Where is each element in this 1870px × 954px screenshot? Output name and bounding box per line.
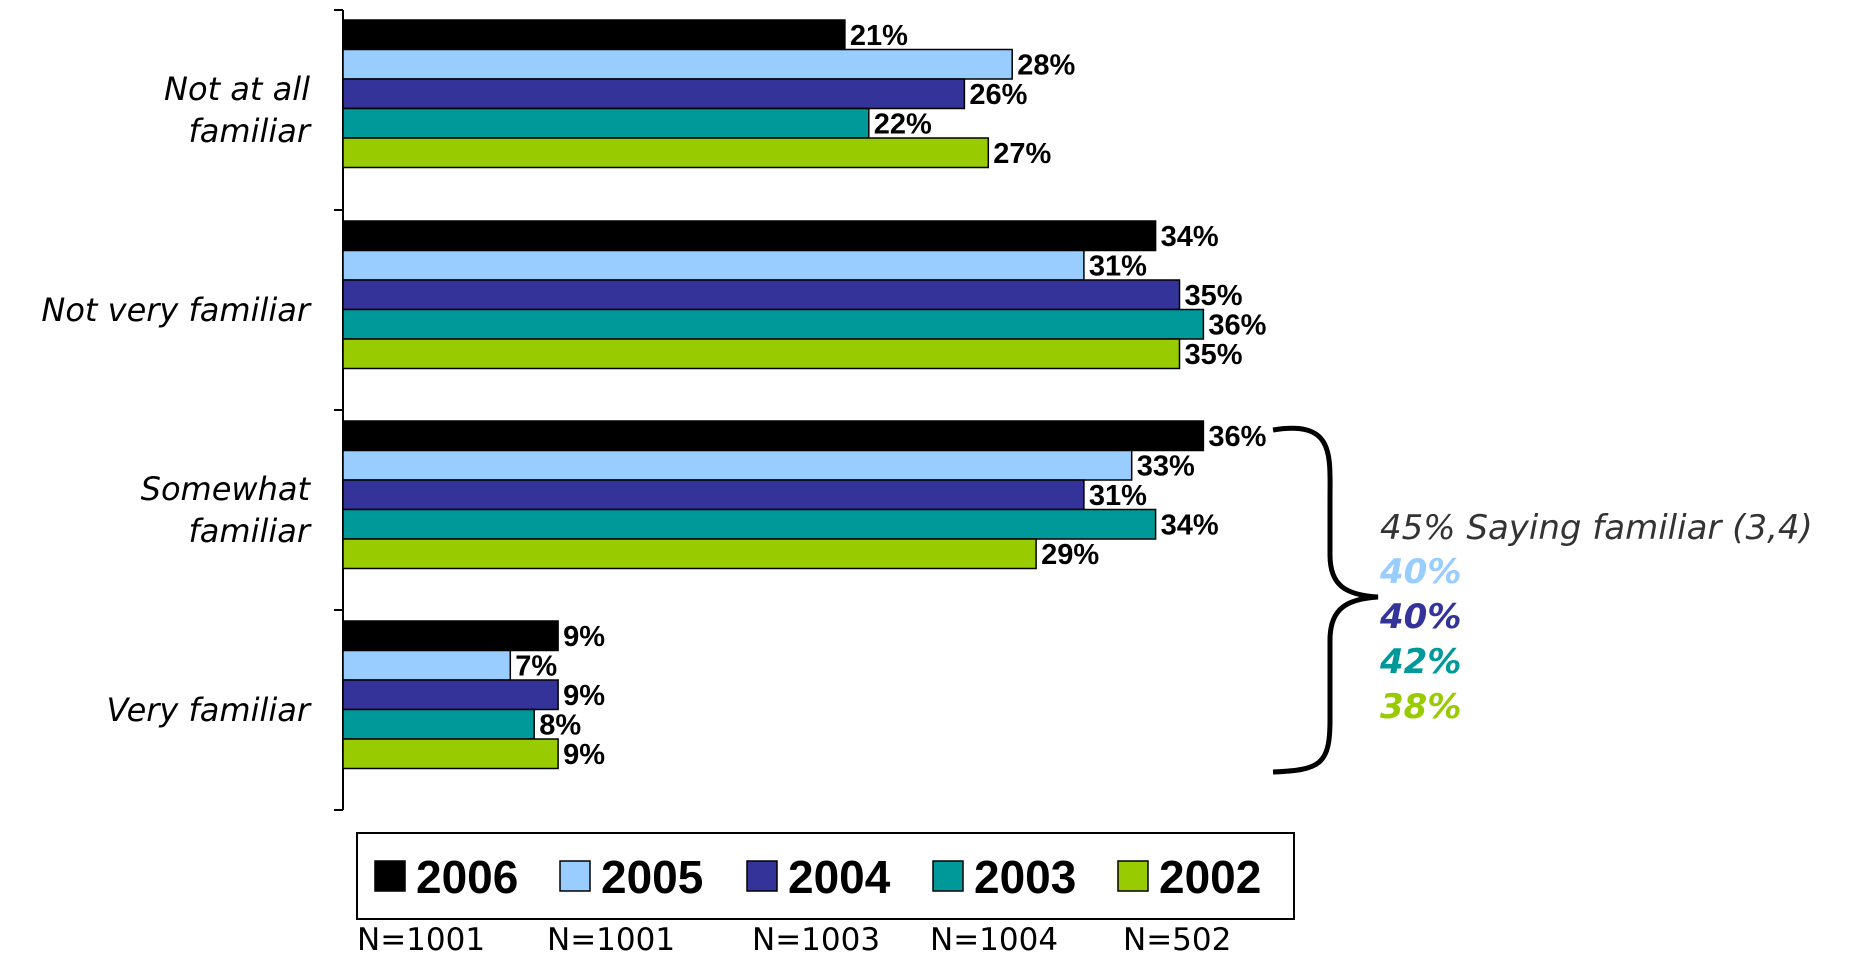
value-label-2002-not-at-all-familiar: 27% <box>993 138 1051 170</box>
bar-2003-very-familiar <box>342 708 535 740</box>
bar-2002-not-very-familiar <box>342 338 1181 370</box>
bar-2005-not-at-all-familiar <box>342 48 1013 80</box>
value-label-2002-very-familiar: 9% <box>563 739 605 771</box>
bracket-note-value: 40% <box>1379 552 1461 592</box>
bar-2006-not-very-familiar <box>342 220 1157 252</box>
category-label-very-familiar: Very familiar <box>107 691 312 729</box>
legend-swatch-2006 <box>374 860 406 892</box>
value-label-2005-not-very-familiar: 31% <box>1089 250 1147 282</box>
value-label-2002-somewhat-familiar: 29% <box>1041 539 1099 571</box>
legend-label-2003: 2003 <box>974 851 1076 903</box>
bars <box>342 19 1205 770</box>
value-label-2006-very-familiar: 9% <box>563 621 605 653</box>
bar-2004-not-very-familiar <box>342 279 1181 311</box>
bar-2004-very-familiar <box>342 679 559 711</box>
value-label-2003-not-very-familiar: 36% <box>1208 309 1266 341</box>
bar-2002-not-at-all-familiar <box>342 137 990 169</box>
legend: 2006 2005 2004 2003 2002 <box>356 832 1295 920</box>
familiar-bracket: 45% Saying familiar (3,4)40%40%42%38% <box>1272 425 1813 775</box>
sample-size-2004: N=1003 <box>752 922 880 954</box>
bar-2005-somewhat-familiar <box>342 449 1133 481</box>
y-axis <box>334 9 344 811</box>
bracket-note-text: 45% Saying familiar (3,4) <box>1380 508 1813 548</box>
value-label-2002-not-very-familiar: 35% <box>1185 339 1243 371</box>
bar-2003-not-at-all-familiar <box>342 107 870 139</box>
bar-2005-not-very-familiar <box>342 249 1085 281</box>
category-label-not-at-all-familiar: Not at all familiar <box>164 70 312 150</box>
bracket-note-value: 42% <box>1379 642 1461 682</box>
bar-2006-somewhat-familiar <box>342 420 1205 452</box>
legend-swatch-2002 <box>1117 860 1149 892</box>
bar-2006-not-at-all-familiar <box>342 19 846 51</box>
value-label-2004-not-very-familiar: 35% <box>1185 280 1243 312</box>
value-label-2003-very-familiar: 8% <box>539 709 581 741</box>
bar-2005-very-familiar <box>342 649 512 681</box>
value-label-2005-not-at-all-familiar: 28% <box>1017 49 1075 81</box>
value-labels: 21%28%26%22%27%34%31%35%36%35%36%33%31%3… <box>515 20 1266 771</box>
legend-swatch-2005 <box>559 860 591 892</box>
legend-label-2004: 2004 <box>788 851 891 903</box>
bar-2004-somewhat-familiar <box>342 479 1085 511</box>
legend-label-2002: 2002 <box>1159 851 1261 903</box>
category-label-somewhat-familiar: Somewhat familiar <box>141 470 312 550</box>
value-label-2005-somewhat-familiar: 33% <box>1137 450 1195 482</box>
value-label-2006-not-at-all-familiar: 21% <box>850 20 908 52</box>
bar-2003-not-very-familiar <box>342 308 1205 340</box>
value-label-2003-not-at-all-familiar: 22% <box>874 108 932 140</box>
sample-size-2006: N=1001 <box>357 922 485 954</box>
legend-label-2006: 2006 <box>416 851 518 903</box>
bar-2002-somewhat-familiar <box>342 538 1037 570</box>
category-labels: Not at all familiar Not very familiar Somew… <box>41 70 311 729</box>
bracket-note-value: 40% <box>1379 597 1461 637</box>
sample-size-labels: N=1001 N=1001 N=1003 N=1004 N=502 <box>357 922 1231 954</box>
legend-swatch-2004 <box>746 860 778 892</box>
sample-size-2002: N=502 <box>1123 922 1231 954</box>
legend-label-2005: 2005 <box>601 851 703 903</box>
value-label-2004-not-at-all-familiar: 26% <box>969 79 1027 111</box>
value-label-2004-somewhat-familiar: 31% <box>1089 480 1147 512</box>
sample-size-2005: N=1001 <box>547 922 675 954</box>
value-label-2006-not-very-familiar: 34% <box>1161 221 1219 253</box>
bar-2002-very-familiar <box>342 738 559 770</box>
bracket-note-value: 38% <box>1380 687 1461 727</box>
bar-2003-somewhat-familiar <box>342 508 1157 540</box>
category-label-not-very-familiar: Not very familiar <box>41 291 311 329</box>
value-label-2003-somewhat-familiar: 34% <box>1161 509 1219 541</box>
legend-swatch-2003 <box>932 860 964 892</box>
value-label-2006-somewhat-familiar: 36% <box>1208 421 1266 453</box>
brace-line <box>1272 425 1379 775</box>
bar-2006-very-familiar <box>342 620 559 652</box>
bar-2004-not-at-all-familiar <box>342 78 966 110</box>
value-label-2005-very-familiar: 7% <box>515 650 557 682</box>
sample-size-2003: N=1004 <box>930 922 1058 954</box>
value-label-2004-very-familiar: 9% <box>563 680 605 712</box>
